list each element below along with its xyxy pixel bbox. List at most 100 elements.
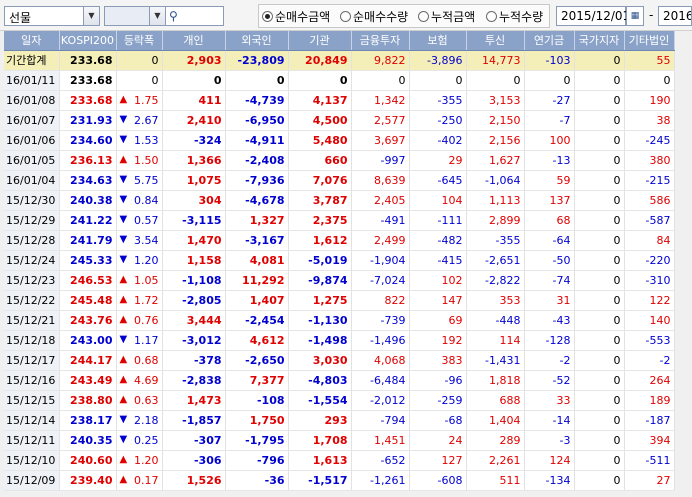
- column-header[interactable]: 연기금: [524, 31, 575, 51]
- change-value: 3.54: [134, 233, 159, 247]
- value-cell: 140: [624, 310, 675, 331]
- value-cell: 0: [574, 410, 625, 431]
- value-cell: 84: [624, 230, 675, 251]
- change-value: 0: [151, 73, 159, 87]
- value-cell: -1,261: [351, 470, 410, 491]
- kospi-cell: 239.40: [59, 470, 117, 491]
- column-header[interactable]: 투신: [466, 31, 525, 51]
- value-cell: 0: [574, 290, 625, 311]
- table-row[interactable]: 16/01/04 234.63 ▼ 5.75 1,075 -7,936 7,076 8,639…: [4, 170, 675, 191]
- table-row[interactable]: 15/12/21 243.76 ▲ 0.76 3,444 -2,454 -1,130 -739…: [4, 310, 675, 331]
- value-cell: -1,431: [466, 350, 525, 371]
- code-search[interactable]: ▼ ⚲: [104, 6, 224, 26]
- table-row[interactable]: 15/12/22 245.48 ▲ 1.72 -2,805 1,407 1,275 822 14…: [4, 290, 675, 311]
- value-cell: 69: [409, 310, 467, 331]
- calendar-icon[interactable]: ▦: [626, 6, 644, 26]
- value-cell: -215: [624, 170, 675, 191]
- down-arrow-icon: ▼: [119, 233, 128, 245]
- radio-option[interactable]: 순매수수량: [340, 8, 408, 25]
- value-cell: 31: [524, 290, 575, 311]
- radio-button[interactable]: [486, 11, 497, 22]
- summary-row[interactable]: 기간합계 233.68 0 2,903 -23,809 20,849 9,822 -3,896…: [4, 50, 675, 71]
- table-row[interactable]: 15/12/18 243.00 ▼ 1.17 -3,012 4,612 -1,498 -1,4…: [4, 330, 675, 351]
- table-row[interactable]: 16/01/11 233.68 0 0 0 0 0 0 0 0 0 0: [4, 70, 675, 91]
- value-cell: 0: [574, 390, 625, 411]
- radio-option[interactable]: 누적금액: [418, 8, 475, 25]
- value-cell: -1,904: [351, 250, 410, 271]
- radio-button[interactable]: [418, 11, 429, 22]
- value-cell: -415: [409, 250, 467, 271]
- kospi-cell: 246.53: [59, 270, 117, 291]
- value-cell: 660: [288, 150, 352, 171]
- change-value: 0.17: [134, 473, 159, 487]
- value-cell: 55: [624, 50, 675, 71]
- table-row[interactable]: 16/01/05 236.13 ▲ 1.50 1,366 -2,408 660 -997 29 1…: [4, 150, 675, 171]
- table-row[interactable]: 16/01/08 233.68 ▲ 1.75 411 -4,739 4,137 1,342 -3…: [4, 90, 675, 111]
- value-cell: 2,156: [466, 130, 525, 151]
- date-cell: 15/12/11: [4, 430, 60, 451]
- table-row[interactable]: 15/12/23 246.53 ▲ 1.05 -1,108 11,292 -9,874 -7,…: [4, 270, 675, 291]
- table-row[interactable]: 16/01/06 234.60 ▼ 1.53 -324 -4,911 5,480 3,697-…: [4, 130, 675, 151]
- change-cell: ▼ 1.17: [116, 330, 163, 351]
- table-row[interactable]: 15/12/14 238.17 ▼ 2.18 -1,857 1,750 293 -794 -68…: [4, 410, 675, 431]
- chevron-down-icon[interactable]: ▼: [83, 7, 99, 25]
- value-cell: 122: [624, 290, 675, 311]
- column-header[interactable]: 기관: [288, 31, 352, 51]
- table-row[interactable]: 15/12/16 243.49 ▲ 4.69 -2,838 7,377 -4,803 -6,4…: [4, 370, 675, 391]
- value-cell: 0: [574, 210, 625, 231]
- column-header[interactable]: 일자: [4, 31, 60, 51]
- table-row[interactable]: 15/12/10 240.60 ▲ 1.20 -306 -796 1,613 -652 127 2…: [4, 450, 675, 471]
- code-input[interactable]: [105, 7, 150, 25]
- table-row[interactable]: 15/12/24 245.33 ▼ 1.20 1,158 4,081 -5,019 -1,90…: [4, 250, 675, 271]
- kospi-cell: 234.60: [59, 130, 117, 151]
- date-to-input[interactable]: 2016/: [658, 6, 692, 26]
- market-select[interactable]: 선물 ▼: [4, 6, 100, 26]
- value-cell: 8,639: [351, 170, 410, 191]
- table-row[interactable]: 15/12/17 244.17 ▲ 0.68 -378 -2,650 3,030 4,068 3…: [4, 350, 675, 371]
- kospi-cell: 233.68: [59, 70, 117, 91]
- value-cell: 147: [409, 290, 467, 311]
- value-cell: -111: [409, 210, 467, 231]
- column-header[interactable]: KOSPI200: [59, 31, 117, 51]
- value-cell: 190: [624, 90, 675, 111]
- column-header[interactable]: 기타법인: [624, 31, 675, 51]
- value-cell: -3,167: [225, 230, 289, 251]
- table-row[interactable]: 15/12/15 238.80 ▲ 0.63 1,473 -108 -1,554 -2,012…: [4, 390, 675, 411]
- value-cell: 1,451: [351, 430, 410, 451]
- down-arrow-icon: ▼: [119, 133, 128, 145]
- value-cell: -103: [524, 50, 575, 71]
- column-header[interactable]: 등락폭: [116, 31, 163, 51]
- search-icon[interactable]: ⚲: [169, 9, 178, 23]
- table-row[interactable]: 15/12/29 241.22 ▼ 0.57 -3,115 1,327 2,375 -491-…: [4, 210, 675, 231]
- table-row[interactable]: 15/12/09 239.40 ▲ 0.17 1,526 -36 -1,517 -1,261-…: [4, 470, 675, 491]
- value-cell: -128: [524, 330, 575, 351]
- column-header[interactable]: 보험: [409, 31, 467, 51]
- radio-button[interactable]: [262, 11, 273, 22]
- value-cell: -2,408: [225, 150, 289, 171]
- change-value: 1.20: [134, 253, 159, 267]
- value-cell: 127: [409, 450, 467, 471]
- value-cell: 511: [466, 470, 525, 491]
- date-from-input[interactable]: 2015/12/01: [556, 6, 630, 26]
- column-header[interactable]: 국가지자: [574, 31, 625, 51]
- table-row[interactable]: 15/12/30 240.38 ▼ 0.84 304 -4,678 3,787 2,405 10…: [4, 190, 675, 211]
- value-cell: -2,454: [225, 310, 289, 331]
- value-cell: 0: [624, 70, 675, 91]
- chevron-down-icon[interactable]: ▼: [150, 7, 166, 25]
- table-row[interactable]: 15/12/11 240.35 ▼ 0.25 -307 -1,795 1,708 1,451 2…: [4, 430, 675, 451]
- radio-option[interactable]: 누적수량: [486, 8, 543, 25]
- table-row[interactable]: 16/01/07 231.93 ▼ 2.67 2,410 -6,950 4,500 2,577…: [4, 110, 675, 131]
- change-value: 1.20: [134, 453, 159, 467]
- radio-button[interactable]: [340, 11, 351, 22]
- value-cell: -7: [524, 110, 575, 131]
- radio-option[interactable]: 순매수금액: [262, 8, 330, 25]
- table-row[interactable]: 15/12/28 241.79 ▼ 3.54 1,470 -3,167 1,612 2,499…: [4, 230, 675, 251]
- value-cell: -187: [624, 410, 675, 431]
- value-cell: -13: [524, 150, 575, 171]
- column-header[interactable]: 개인: [162, 31, 226, 51]
- value-cell: -796: [225, 450, 289, 471]
- change-cell: ▲ 1.20: [116, 450, 163, 471]
- column-header[interactable]: 외국인: [225, 31, 289, 51]
- value-cell: 7,377: [225, 370, 289, 391]
- column-header[interactable]: 금융투자: [351, 31, 410, 51]
